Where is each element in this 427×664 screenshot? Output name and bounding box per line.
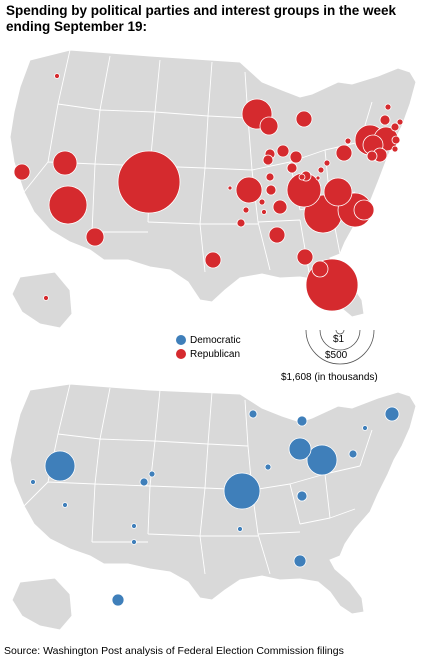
republican-spending-bubble-7 [323, 177, 353, 207]
democratic-spending-bubble-1 [223, 472, 261, 510]
republican-spending-bubble-19 [268, 226, 286, 244]
republican-spending-bubble-40 [391, 135, 401, 145]
democratic-spending-bubble-11 [248, 409, 258, 419]
republican-spending-bubble-41 [391, 145, 399, 153]
republican-spending-bubble-1 [117, 150, 181, 214]
republican-spending-bubble-25 [311, 260, 329, 278]
republican-spending-bubble-52 [261, 209, 267, 215]
democratic-spending-bubble-18 [131, 539, 137, 545]
democratic-spending-map [9, 384, 417, 631]
republican-bubbles [13, 73, 404, 312]
republican-spending-bubble-44 [317, 166, 325, 174]
democratic-spending-bubble-7 [293, 554, 307, 568]
republican-spending-bubble-16 [295, 110, 313, 128]
republican-spending-bubble-15 [259, 116, 279, 136]
page-title: Spending by political parties and intere… [6, 3, 397, 34]
democratic-spending-bubble-8 [296, 490, 308, 502]
democratic-spending-bubble-16 [62, 502, 68, 508]
republican-spending-bubble-36 [379, 114, 391, 126]
republican-spending-bubble-11 [52, 150, 78, 176]
bubble-size-scale: $1 $500 [300, 326, 380, 376]
democratic-spending-bubble-10 [348, 449, 358, 459]
legend-item-republican: Republican [176, 347, 241, 361]
democratic-spending-bubble-15 [30, 479, 36, 485]
democratic-spending-bubble-12 [139, 477, 149, 487]
republican-spending-bubble-47 [258, 198, 266, 206]
republican-spending-bubble-27 [276, 144, 290, 158]
us-land [9, 49, 417, 329]
republican-spending-bubble-17 [85, 227, 105, 247]
republican-spending-bubble-3 [48, 185, 88, 225]
democratic-spending-bubble-20 [362, 425, 368, 431]
republican-spending-bubble-49 [13, 163, 31, 181]
republican-spending-bubble-21 [272, 199, 288, 215]
republican-spending-bubble-18 [204, 251, 222, 269]
republican-spending-bubble-39 [396, 118, 404, 126]
legend-item-democratic: Democratic [176, 333, 241, 347]
republican-spending-bubble-42 [344, 137, 352, 145]
democratic-spending-bubble-4 [288, 437, 312, 461]
republican-spending-bubble-29 [286, 162, 298, 174]
democratic-spending-bubble-17 [131, 523, 137, 529]
republican-spending-bubble-46 [227, 185, 233, 191]
republican-spending-bubble-32 [265, 184, 277, 196]
scale-label-small: $1 [333, 334, 345, 345]
republican-spending-bubble-37 [390, 122, 400, 132]
republican-spending-bubble-35 [265, 172, 275, 182]
state-borders [23, 384, 373, 575]
republican-spending-bubble-13 [353, 199, 375, 221]
democratic-swatch [176, 335, 186, 345]
republican-spending-bubble-20 [296, 248, 314, 266]
republican-spending-bubble-45 [315, 175, 321, 181]
republican-spending-bubble-33 [236, 218, 246, 228]
us-land [9, 384, 417, 631]
republican-spending-bubble-30 [262, 154, 274, 166]
democratic-spending-bubble-2 [44, 450, 76, 482]
republican-spending-bubble-38 [384, 103, 392, 111]
republican-spending-bubble-50 [54, 73, 60, 79]
republican-spending-bubble-24 [366, 150, 378, 162]
source-note: Source: Washington Post analysis of Fede… [4, 645, 344, 657]
legend-label-democratic: Democratic [190, 334, 241, 346]
democratic-spending-bubble-19 [237, 526, 243, 532]
republican-spending-map [9, 49, 417, 329]
scale-label-large: $1,608 (in thousands) [281, 372, 378, 383]
republican-swatch [176, 349, 186, 359]
party-legend: Democratic Republican [176, 333, 241, 361]
republican-spending-bubble-51 [43, 295, 49, 301]
republican-spending-bubble-43 [323, 159, 331, 167]
republican-spending-bubble-34 [242, 206, 250, 214]
democratic-spending-bubble-6 [111, 593, 125, 607]
democratic-spending-bubble-13 [148, 470, 156, 478]
scale-circles [305, 329, 375, 365]
republican-spending-bubble-48 [298, 173, 306, 181]
democratic-bubbles [30, 406, 400, 607]
democratic-spending-bubble-14 [264, 463, 272, 471]
republican-spending-bubble-26 [289, 150, 303, 164]
republican-spending-bubble-22 [335, 144, 353, 162]
legend-label-republican: Republican [190, 348, 241, 360]
democratic-spending-bubble-3 [306, 444, 338, 476]
republican-spending-bubble-12 [235, 176, 263, 204]
democratic-spending-bubble-9 [296, 415, 308, 427]
democratic-spending-bubble-5 [384, 406, 400, 422]
scale-label-mid: $500 [325, 350, 348, 361]
